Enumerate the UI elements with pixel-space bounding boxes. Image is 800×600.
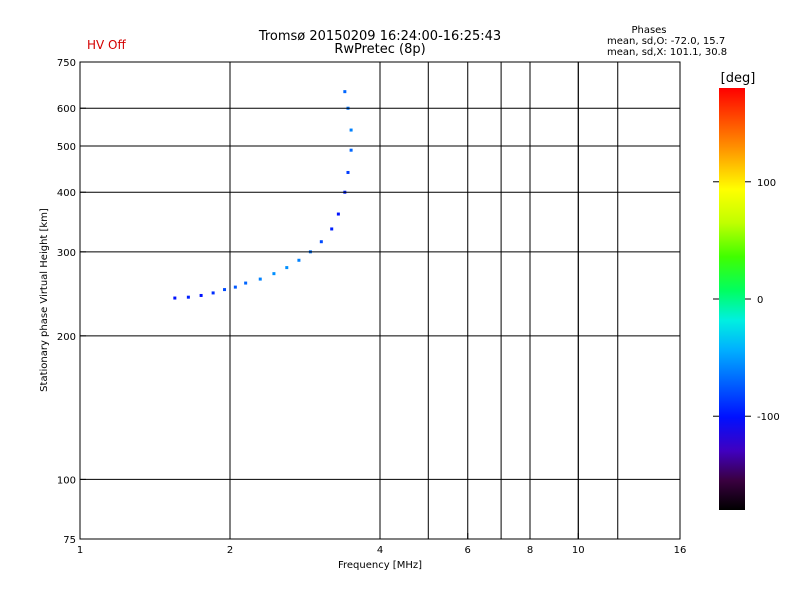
trace-point [349, 148, 353, 152]
trace-point [272, 272, 276, 276]
colorbar-tick-label: 0 [757, 295, 763, 306]
trace-point [244, 281, 248, 285]
phase-stats-o: mean, sd,O: -72.0, 15.7 [607, 36, 725, 47]
trace-point [233, 285, 237, 289]
x-axis: 1 2 4 6 8 10 16 [77, 533, 687, 556]
colorbar [719, 88, 745, 510]
y-axis: 75 100 200 300 400 500 600 750 [57, 58, 86, 546]
x-tick-label: 10 [572, 545, 585, 556]
x-tick-label: 8 [527, 545, 533, 556]
trace-point [343, 90, 347, 94]
colorbar-tick-label: -100 [757, 412, 780, 423]
y-tick-label: 75 [63, 535, 76, 546]
y-tick-label: 200 [57, 332, 76, 343]
trace-point [319, 240, 323, 244]
x-tick-label: 1 [77, 545, 83, 556]
x-axis-label: Frequency [MHz] [338, 560, 422, 571]
colorbar-tick-label: 100 [757, 178, 776, 189]
colorbar-ticks: 100 0 -100 [713, 178, 780, 423]
y-tick-label: 400 [57, 188, 76, 199]
x-tick-label: 2 [227, 545, 233, 556]
chart-subtitle: RwPretec (8p) [334, 42, 425, 57]
x-tick-label: 16 [674, 545, 687, 556]
y-tick-label: 100 [57, 475, 76, 486]
y-tick-label: 500 [57, 142, 76, 153]
trace-point [223, 288, 227, 292]
trace-point [336, 212, 340, 216]
trace-point [173, 296, 177, 300]
hv-status: HV Off [87, 38, 126, 52]
trace-point [199, 293, 203, 297]
y-tick-label: 300 [57, 248, 76, 259]
trace-point [346, 170, 350, 174]
x-tick-label: 4 [377, 545, 383, 556]
y-tick-label: 600 [57, 104, 76, 115]
phases-header: Phases [631, 25, 666, 36]
trace-point [349, 128, 353, 132]
trace-point [186, 295, 190, 299]
trace-point [211, 291, 215, 295]
chart-title: Tromsø 20150209 16:24:00-16:25:43 [258, 29, 501, 44]
trace-point [330, 227, 334, 231]
x-tick-label: 6 [465, 545, 471, 556]
y-axis-label: Stationary phase Virtual Height [km] [39, 208, 50, 392]
phase-stats-x: mean, sd,X: 101.1, 30.8 [607, 47, 727, 58]
trace-point [258, 277, 262, 281]
colorbar-label: [deg] [721, 71, 756, 86]
trace-point [285, 266, 289, 270]
scatter-points [173, 90, 353, 300]
grid-lines [80, 62, 680, 539]
y-tick-label: 750 [57, 58, 76, 69]
trace-point [297, 258, 301, 262]
